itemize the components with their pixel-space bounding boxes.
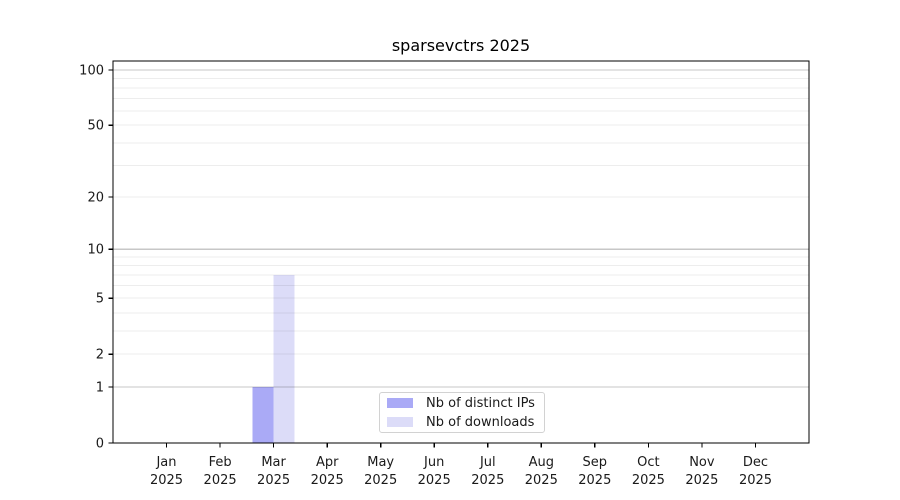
legend: Nb of distinct IPs Nb of downloads bbox=[379, 392, 545, 433]
x-tick-label-year: 2025 bbox=[311, 473, 344, 488]
legend-swatch-distinct-ips bbox=[387, 398, 413, 408]
chart-title: sparsevctrs 2025 bbox=[391, 36, 531, 55]
x-tick-label-month: Jul bbox=[479, 455, 496, 470]
x-tick-label-month: Nov bbox=[689, 455, 715, 470]
x-tick-label-month: Oct bbox=[637, 455, 659, 470]
x-tick-label-month: Apr bbox=[316, 455, 339, 470]
x-tick-label-month: May bbox=[367, 455, 394, 470]
legend-label-distinct-ips: Nb of distinct IPs bbox=[426, 395, 535, 411]
x-tick-label-year: 2025 bbox=[632, 473, 665, 488]
legend-item-distinct-ips: Nb of distinct IPs bbox=[387, 395, 544, 411]
x-tick-label-year: 2025 bbox=[471, 473, 504, 488]
bar-nb-of-distinct-ips-mar bbox=[252, 387, 274, 443]
x-tick-label-year: 2025 bbox=[364, 473, 397, 488]
x-tick-label-month: Jan bbox=[155, 455, 176, 470]
x-tick-label-month: Mar bbox=[261, 455, 286, 470]
x-tick-label-month: Aug bbox=[529, 455, 554, 470]
bar-nb-of-downloads-mar bbox=[273, 274, 295, 443]
y-tick-label: 50 bbox=[87, 119, 104, 134]
x-tick-label-year: 2025 bbox=[418, 473, 451, 488]
y-tick-label: 100 bbox=[79, 64, 104, 79]
y-tick-label: 20 bbox=[87, 190, 104, 205]
x-tick-label-year: 2025 bbox=[685, 473, 718, 488]
y-tick-label: 2 bbox=[96, 348, 104, 363]
x-tick-label-year: 2025 bbox=[525, 473, 558, 488]
y-tick-label: 5 bbox=[96, 292, 104, 307]
y-tick-label: 0 bbox=[96, 437, 104, 452]
x-tick-label-month: Feb bbox=[209, 455, 232, 470]
x-tick-label-year: 2025 bbox=[257, 473, 290, 488]
legend-item-downloads: Nb of downloads bbox=[387, 414, 544, 430]
x-tick-label-year: 2025 bbox=[578, 473, 611, 488]
x-tick-label-year: 2025 bbox=[739, 473, 772, 488]
x-tick-label-month: Sep bbox=[583, 455, 608, 470]
legend-label-downloads: Nb of downloads bbox=[426, 414, 535, 430]
y-tick-label: 1 bbox=[96, 381, 104, 396]
x-tick-label-month: Dec bbox=[743, 455, 768, 470]
legend-swatch-downloads bbox=[387, 417, 413, 427]
x-tick-label-year: 2025 bbox=[150, 473, 183, 488]
x-tick-label-month: Jun bbox=[423, 455, 444, 470]
x-tick-label-year: 2025 bbox=[204, 473, 237, 488]
y-tick-label: 10 bbox=[87, 243, 104, 258]
axes-box bbox=[112, 60, 810, 444]
